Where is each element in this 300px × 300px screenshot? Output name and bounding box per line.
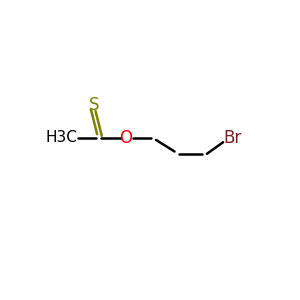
Text: Br: Br (223, 129, 242, 147)
Text: O: O (119, 129, 133, 147)
Text: S: S (88, 96, 99, 114)
Text: H3C: H3C (45, 130, 77, 145)
